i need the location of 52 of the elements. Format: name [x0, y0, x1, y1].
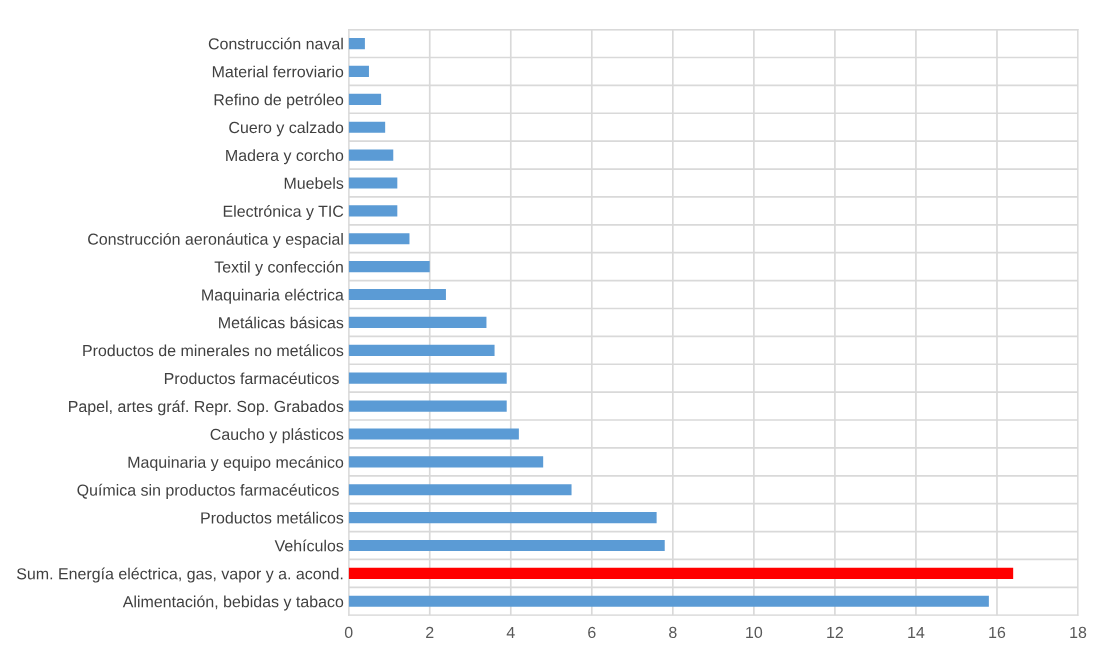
- bar: [348, 149, 394, 161]
- x-tick-label: 14: [908, 626, 925, 638]
- y-tick-label: Productos metálicos: [201, 511, 344, 524]
- y-tick-label: Metálicas básicas: [219, 316, 344, 329]
- y-tick-label: Maquinaria y equipo mecánico: [128, 455, 344, 472]
- bar: [348, 65, 369, 78]
- x-tick-label: 2: [426, 626, 434, 638]
- bar: [348, 344, 495, 356]
- y-tick-label: Productos de minerales no metálicos: [83, 344, 344, 357]
- y-tick-label: Alimentación, bebidas y tabaco: [122, 595, 344, 611]
- x-tick-label: 18: [1070, 626, 1087, 639]
- bar: [348, 205, 398, 217]
- y-tick-label: Vehículos: [274, 539, 344, 552]
- bar: [348, 177, 398, 189]
- bar: [348, 93, 382, 105]
- x-tick-label: 0: [344, 626, 353, 639]
- y-tick-label: Sum. Energía eléctrica, gas, vapor y a. acond.: [16, 567, 343, 583]
- bar: [348, 316, 487, 328]
- bar: [348, 595, 989, 607]
- x-tick-label: 6: [588, 626, 596, 639]
- bar: [348, 37, 365, 50]
- bar: [348, 539, 665, 552]
- y-tick-label: Muebels: [284, 177, 344, 189]
- y-tick-label: Refino de petróleo: [214, 93, 344, 109]
- x-tick-label: 16: [989, 626, 1006, 639]
- x-tick-label: 8: [669, 626, 677, 639]
- y-tick-label: Papel, artes gráf. Repr. Sop. Grabados: [69, 400, 344, 416]
- y-tick-label: Caucho y plásticos: [210, 428, 344, 444]
- bar: [348, 456, 544, 468]
- y-tick-label: Cuero y calzado: [229, 121, 344, 137]
- y-tick-label: Material ferroviario: [212, 65, 344, 78]
- bar: [348, 484, 572, 496]
- y-tick-label: Maquinaria eléctrica: [202, 288, 344, 304]
- y-tick-label: Textil y confección: [214, 260, 343, 276]
- x-tick-label: 12: [827, 626, 843, 638]
- y-tick-label: Química sin productos farmacéuticos: [77, 483, 339, 499]
- bar: [348, 372, 507, 384]
- y-tick-label: Construcción naval: [208, 37, 343, 50]
- bar: [348, 121, 386, 133]
- x-tick-label: 10: [746, 626, 763, 639]
- bar: [348, 261, 430, 273]
- bar: [348, 400, 507, 412]
- bar: [348, 233, 410, 245]
- bar: [348, 512, 657, 524]
- bar: [348, 288, 446, 301]
- y-tick-label: Electrónica y TIC: [223, 204, 344, 221]
- bar: [348, 428, 519, 440]
- x-tick-label: 4: [506, 626, 515, 638]
- y-tick-label: Construcción aeronáutica y espacial: [88, 232, 343, 248]
- y-tick-label: Productos farmacéuticos: [164, 372, 339, 385]
- bar: [348, 567, 1014, 579]
- y-tick-label: Madera y corcho: [226, 149, 344, 165]
